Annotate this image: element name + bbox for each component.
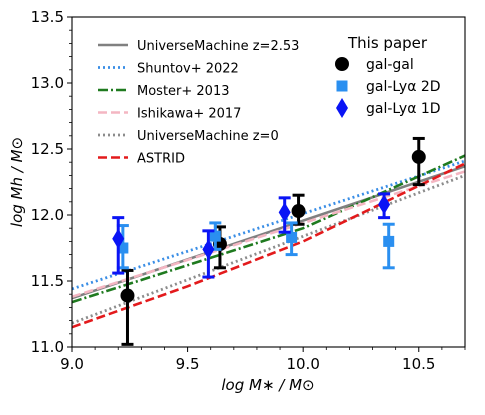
model-lines xyxy=(72,154,465,329)
y-axis-label: log Mh / M⊙ xyxy=(8,137,26,227)
point-0-0 xyxy=(120,288,135,303)
legend-models: UniverseMachine z=2.53 Shuntov+ 2022 Moste… xyxy=(98,39,299,167)
point-1-0 xyxy=(117,242,129,254)
plot-frame xyxy=(71,16,466,348)
legend-label-1: Shuntov+ 2022 xyxy=(137,62,239,77)
legend-entry-2: gal-Lyα 1D xyxy=(366,101,441,117)
legend-entry-0: gal-gal xyxy=(366,57,414,73)
legend-marker-1 xyxy=(336,80,348,92)
x-tick-label-3: 10.5 xyxy=(402,355,435,373)
point-2-2 xyxy=(278,202,291,223)
line-3 xyxy=(72,170,465,299)
y-tick-label-0: 11.0 xyxy=(31,338,64,356)
line-0 xyxy=(72,164,465,300)
legend-title: This paper xyxy=(347,34,428,52)
data-points xyxy=(112,136,426,346)
point-1-3 xyxy=(383,235,395,247)
point-0-2 xyxy=(291,204,306,219)
legend-label-3: Ishikawa+ 2017 xyxy=(137,107,241,122)
x-tick-label-2: 10.0 xyxy=(286,355,319,373)
legend-label-2: Moster+ 2013 xyxy=(137,84,230,99)
y-tick-label-5: 13.5 xyxy=(31,8,64,26)
legend-entry-1: gal-Lyα 2D xyxy=(366,79,441,95)
axis-ticks: 9.0 9.5 10.0 10.5 11.0 11.5 12.0 12.5 13.0 13.5 xyxy=(31,8,466,373)
line-2 xyxy=(72,154,465,304)
y-tick-label-3: 12.5 xyxy=(31,140,64,158)
y-tick-label-2: 12.0 xyxy=(31,206,64,224)
legend-label-5: ASTRID xyxy=(137,152,185,167)
point-1-2 xyxy=(286,231,298,243)
x-tick-label-1: 9.5 xyxy=(176,355,200,373)
legend-label-0: UniverseMachine z=2.53 xyxy=(137,39,299,54)
legend-marker-2 xyxy=(336,98,348,118)
x-tick-label-0: 9.0 xyxy=(60,355,84,373)
legend-this-paper: This paper gal-gal gal-Lyα 2D gal-Lyα 1D xyxy=(335,34,441,118)
legend-label-4: UniverseMachine z=0 xyxy=(137,129,279,144)
legend-marker-0 xyxy=(335,57,349,71)
point-2-1 xyxy=(202,239,215,260)
line-5 xyxy=(72,162,465,329)
x-axis-label: log M∗ / M⊙ xyxy=(221,376,314,394)
y-tick-label-4: 13.0 xyxy=(31,74,64,92)
point-2-0 xyxy=(112,228,125,249)
point-1-1 xyxy=(209,230,221,242)
point-0-3 xyxy=(411,149,426,164)
line-1 xyxy=(72,159,465,291)
point-2-3 xyxy=(378,194,391,215)
y-tick-label-1: 11.5 xyxy=(31,272,64,290)
